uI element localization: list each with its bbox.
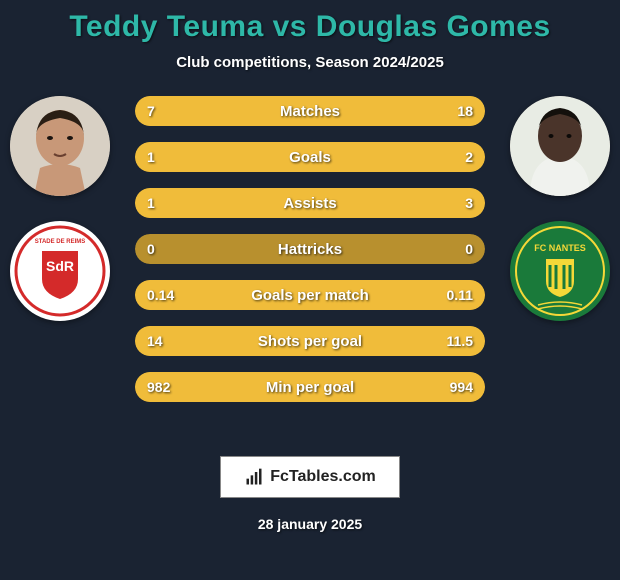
player2-avatar <box>510 96 610 196</box>
player1-face-icon <box>10 96 110 196</box>
footer-date: 28 january 2025 <box>0 516 620 532</box>
stat-label: Assists <box>135 188 485 218</box>
fctables-chart-icon <box>244 467 264 487</box>
page-title: Teddy Teuma vs Douglas Gomes <box>0 10 620 44</box>
player1-column: SdR STADE DE REIMS <box>10 96 110 321</box>
stat-row: 0.140.11Goals per match <box>135 280 485 310</box>
player2-club-logo: FC NANTES <box>510 221 610 321</box>
stat-row: 00Hattricks <box>135 234 485 264</box>
stats-bars: 718Matches 12Goals 13Assists 00Hattricks 0.1… <box>135 96 485 418</box>
player2-column: FC NANTES <box>510 96 610 321</box>
stat-label: Hattricks <box>135 234 485 264</box>
stat-row: 12Goals <box>135 142 485 172</box>
stat-label: Min per goal <box>135 372 485 402</box>
svg-text:FC NANTES: FC NANTES <box>534 243 586 253</box>
stat-row: 1411.5Shots per goal <box>135 326 485 356</box>
comparison-area: SdR STADE DE REIMS <box>0 96 620 436</box>
nantes-crest-icon: FC NANTES <box>510 221 610 321</box>
stat-row: 718Matches <box>135 96 485 126</box>
brand-badge: FcTables.com <box>220 456 400 498</box>
player2-face-icon <box>510 96 610 196</box>
svg-text:SdR: SdR <box>46 258 74 274</box>
stat-label: Matches <box>135 96 485 126</box>
stat-label: Shots per goal <box>135 326 485 356</box>
stat-row: 13Assists <box>135 188 485 218</box>
subtitle: Club competitions, Season 2024/2025 <box>0 54 620 71</box>
brand-text: FcTables.com <box>270 468 376 486</box>
stat-label: Goals per match <box>135 280 485 310</box>
player1-club-logo: SdR STADE DE REIMS <box>10 221 110 321</box>
reims-crest-icon: SdR STADE DE REIMS <box>10 221 110 321</box>
svg-text:STADE DE REIMS: STADE DE REIMS <box>35 239 86 245</box>
player1-avatar <box>10 96 110 196</box>
stat-label: Goals <box>135 142 485 172</box>
stat-row: 982994Min per goal <box>135 372 485 402</box>
